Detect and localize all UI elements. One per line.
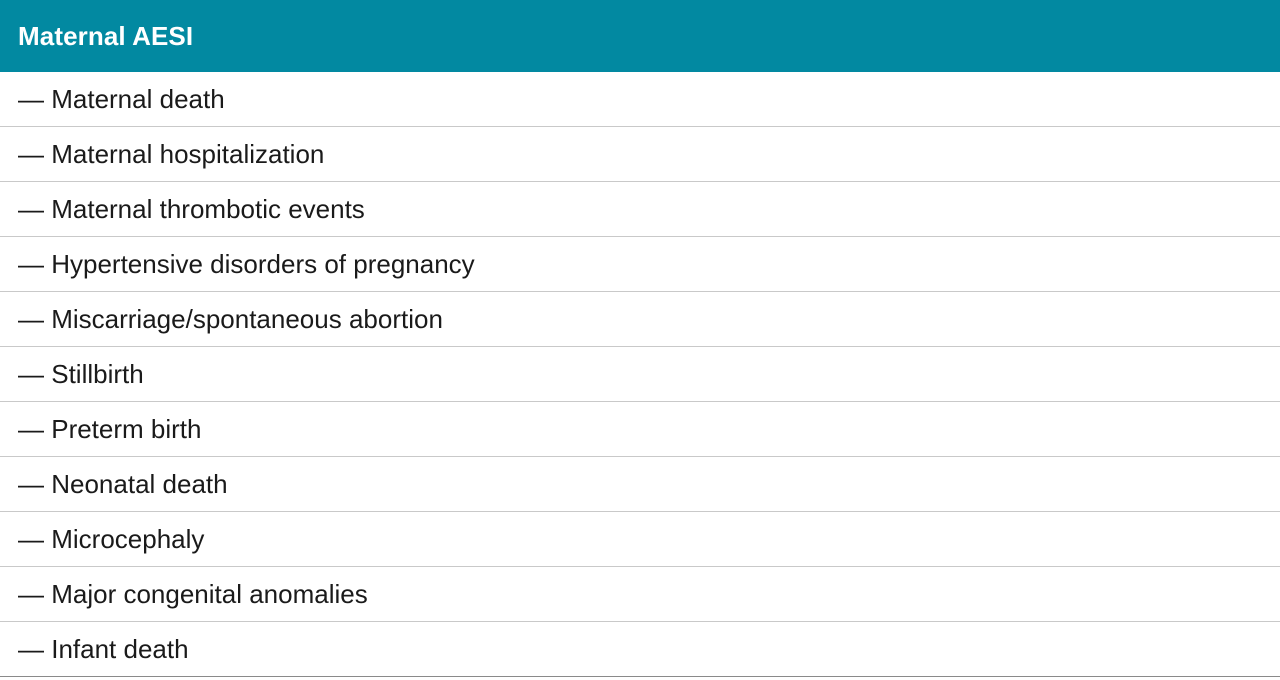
table-row: — Infant death [0, 622, 1280, 677]
table-row: — Neonatal death [0, 457, 1280, 512]
row-label: — Maternal hospitalization [18, 138, 325, 169]
table-row: — Maternal death [0, 72, 1280, 127]
table-header-title: Maternal AESI [18, 20, 194, 51]
table-row: — Stillbirth [0, 347, 1280, 402]
table-row: — Maternal hospitalization [0, 127, 1280, 182]
row-label: — Neonatal death [18, 468, 228, 499]
row-label: — Hypertensive disorders of pregnancy [18, 248, 475, 279]
table-row: — Major congenital anomalies [0, 567, 1280, 622]
row-label: — Infant death [18, 633, 189, 664]
row-label: — Miscarriage/spontaneous abortion [18, 303, 443, 334]
table-row: — Maternal thrombotic events [0, 182, 1280, 237]
row-label: — Stillbirth [18, 358, 144, 389]
row-label: — Microcephaly [18, 523, 205, 554]
table-row: — Preterm birth [0, 402, 1280, 457]
table-header: Maternal AESI [0, 0, 1280, 72]
row-label: — Maternal thrombotic events [18, 193, 365, 224]
table-row: — Microcephaly [0, 512, 1280, 567]
table-row: — Miscarriage/spontaneous abortion [0, 292, 1280, 347]
row-label: — Preterm birth [18, 413, 202, 444]
row-label: — Major congenital anomalies [18, 578, 368, 609]
table-body: — Maternal death — Maternal hospitalizat… [0, 72, 1280, 680]
row-label: — Maternal death [18, 83, 225, 114]
table-row: — Hypertensive disorders of pregnancy [0, 237, 1280, 292]
